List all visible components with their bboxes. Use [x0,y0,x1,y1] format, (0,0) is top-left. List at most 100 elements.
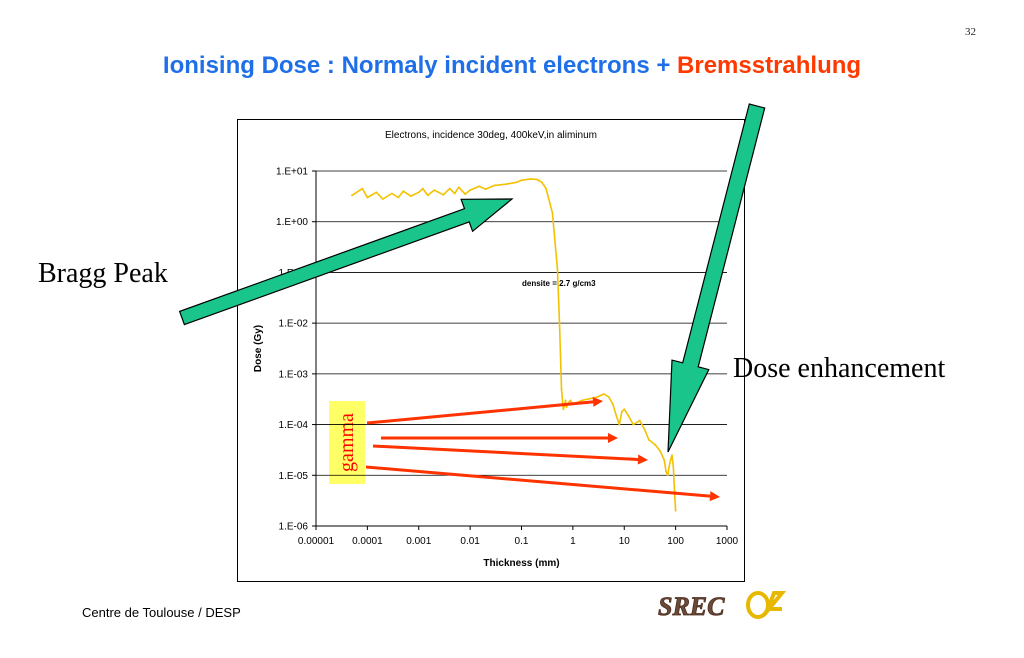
data-point [666,474,669,477]
y-tick-label: 1.E-04 [279,420,309,431]
x-tick-label: 0.00001 [298,536,335,547]
data-point [623,408,626,411]
gamma-label-box: gamma [329,401,365,484]
data-point [426,194,429,197]
data-point [421,187,424,190]
data-point [564,399,567,402]
chart-title: Electrons, incidence 30deg, 400keV,in al… [385,130,597,141]
data-point [581,399,583,402]
data-point [562,408,565,411]
bragg-peak-label: Bragg Peak [38,258,168,289]
data-point [558,322,561,324]
data-point [375,191,378,194]
data-point [659,450,662,452]
x-tick-label: 10 [619,536,631,547]
data-point [669,459,672,461]
chart-frame [237,119,745,582]
data-point [493,184,496,187]
tick-labels: 1.E-061.E-051.E-041.E-031.E-021.E-011.E+… [276,167,739,548]
x-tick-label: 0.1 [515,536,529,547]
data-point [565,406,568,409]
x-tick-label: 0.001 [406,536,431,547]
grid-lines [316,170,727,476]
callout-arrows [178,103,766,453]
data-point [668,465,671,468]
y-tick-label: 1.E-03 [279,369,309,380]
data-point [568,401,571,403]
gamma-arrow-head [608,433,618,443]
series-line [351,178,677,511]
data-point [402,190,405,193]
data-point [442,193,445,196]
data-point [469,189,471,192]
data-point [654,443,657,446]
data-point [556,267,559,270]
x-tick-label: 0.01 [460,536,480,547]
bragg-peak-arrow [178,198,514,326]
gamma-arrow-line [372,444,639,461]
axes [312,170,728,530]
data-point [366,196,369,199]
x-tick-label: 0.0001 [352,536,383,547]
data-point [541,181,543,184]
data-point [448,187,451,190]
data-point [665,470,667,473]
data-point [351,194,353,197]
data-point [478,185,481,188]
gamma-arrow-head [592,396,603,407]
page-number: 32 [965,26,976,38]
slide-title-accent: Bremsstrahlung [677,52,862,79]
data-point [560,388,563,390]
data-point [484,188,487,191]
gamma-arrow-line [366,400,594,425]
x-tick-label: 100 [667,536,684,547]
data-point [615,414,618,417]
sreco4-logo: SREC [658,591,786,621]
data-point [643,428,646,431]
dose-enhancement-arrow [667,103,766,453]
data-point [551,211,554,214]
data-point [529,178,532,180]
data-point [672,465,675,468]
data-point [638,419,641,422]
data-point [569,399,572,402]
data-point [674,509,677,512]
data-point [361,187,364,190]
data-point [464,193,466,196]
data-point [391,192,393,195]
x-tick-label: 1 [570,536,576,547]
data-point [647,438,650,441]
slide-title-main: Ionising Dose : Normaly incident electro… [162,52,678,79]
footer-text: Centre de Toulouse / DESP [82,605,241,620]
data-point [536,178,538,181]
data-point [545,187,547,190]
svg-text:SREC: SREC [658,592,725,621]
data-series [351,178,677,512]
data-point [587,398,590,400]
x-tick-label: 1000 [716,536,739,547]
x-axis-label: Thickness (mm) [483,558,559,569]
y-tick-label: 1.E-02 [279,319,309,330]
dose-enhancement-label: Dose enhancement [733,353,946,384]
data-point [673,489,676,492]
data-point [607,396,610,398]
gamma-arrow-line [365,465,711,498]
data-point [612,403,614,406]
data-point [627,414,630,417]
data-point [457,186,460,189]
density-annotation: densite = 2.7 g/cm3 [522,279,596,288]
data-point [632,423,635,426]
data-point [671,454,673,456]
data-point [453,192,456,195]
gamma-arrow-head [637,454,648,465]
data-point [596,396,599,398]
data-point [417,191,420,194]
y-tick-label: 1.E-06 [279,522,309,533]
y-axis-label: Dose (Gy) [253,325,264,372]
y-tick-label: 1.E+01 [276,167,308,178]
data-point [381,198,384,200]
y-tick-label: 1.E-05 [279,471,309,482]
data-point [663,459,666,461]
data-point [621,410,623,413]
data-point [602,393,605,395]
